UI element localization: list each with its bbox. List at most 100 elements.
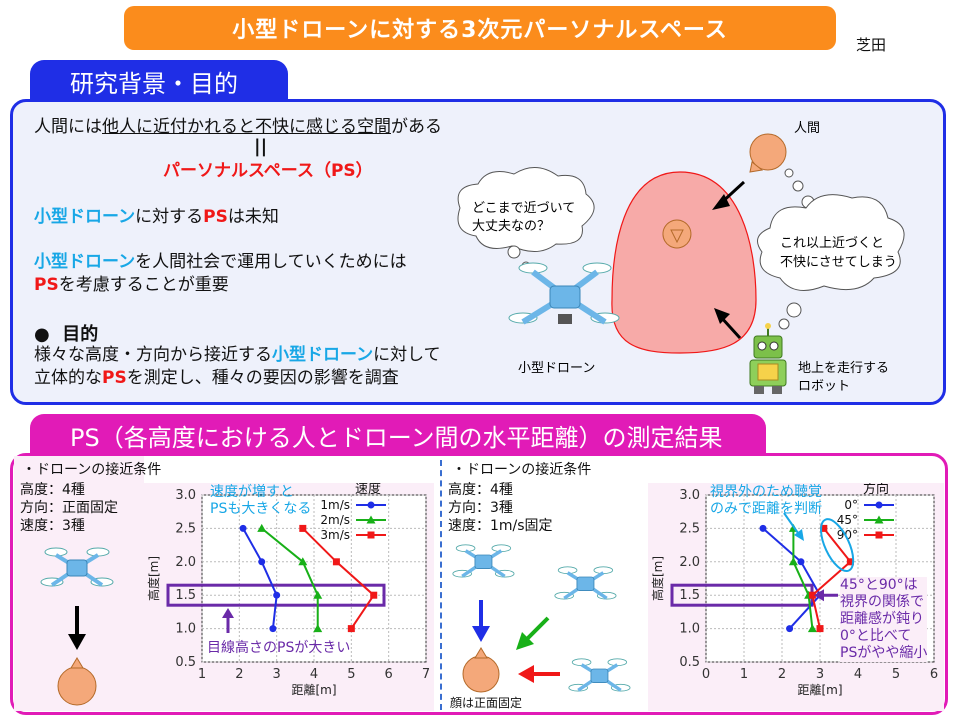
eye-level-annotation: 目線高さのPSが大きい xyxy=(207,640,351,656)
annotation-line: 0°と比べて xyxy=(840,628,912,644)
y-axis-label: 高度[m] xyxy=(146,556,161,601)
equals-symbol: || xyxy=(254,136,268,157)
purpose-line1: 様々な高度・方向から接近する小型ドローンに対して xyxy=(34,344,441,366)
right-cond-altitude: 高度：4種 xyxy=(448,482,513,498)
data-point xyxy=(759,524,767,532)
legend-marker xyxy=(366,515,376,524)
data-point xyxy=(788,557,798,566)
annotation-line: のみで距離を判断 xyxy=(710,501,822,517)
purpose-heading: ● 目的 xyxy=(34,320,98,346)
text-segment: に対する xyxy=(135,207,204,227)
human-head-tail-icon xyxy=(749,161,764,173)
cloud-right-line2: 不快にさせてしまう xyxy=(780,255,897,270)
thought-cloud-right xyxy=(757,194,905,291)
left-cond-title: ・ドローンの接近条件 xyxy=(22,462,162,478)
drone-term: 小型ドローン xyxy=(34,252,136,272)
head-icon xyxy=(57,666,97,706)
thought-cloud-left xyxy=(457,167,595,252)
ps-region-shape xyxy=(611,171,757,354)
x-tick-label: 3 xyxy=(273,667,281,682)
ps-term: PS xyxy=(203,207,228,227)
text-segment: を人間社会で運用していくためには xyxy=(135,252,407,272)
ps-definition: パーソナルスペース（PS） xyxy=(163,161,373,181)
poster-title: 小型ドローンに対する3次元パーソナルスペース xyxy=(124,6,836,50)
x-tick-label: 7 xyxy=(422,667,430,682)
background-line4: PSを考慮することが重要 xyxy=(34,274,229,296)
cloud-left-line1: どこまで近づいて xyxy=(472,201,575,216)
robot-icon xyxy=(749,323,787,394)
x-tick-label: 2 xyxy=(778,667,786,682)
data-point xyxy=(816,625,824,633)
y-tick-label: 2.5 xyxy=(175,521,196,536)
data-point xyxy=(797,558,805,566)
section-divider xyxy=(440,460,442,710)
legend-title: 速度 xyxy=(355,483,381,497)
purpose-line2: 立体的なPSを測定し、種々の要因の影響を調査 xyxy=(34,367,399,389)
human-head-icon xyxy=(749,133,787,171)
data-point xyxy=(786,625,794,633)
drone-label: 小型ドローン xyxy=(518,361,595,376)
y-tick-label: 2.5 xyxy=(679,521,700,536)
x-tick-label: 5 xyxy=(892,667,900,682)
drone-icon xyxy=(508,262,620,325)
series-line xyxy=(792,528,814,629)
y-tick-label: 1.5 xyxy=(679,588,700,603)
y-tick-label: 1.0 xyxy=(679,622,700,637)
legend-label: 1m/s xyxy=(320,498,350,512)
robot-label-line2: ロボット xyxy=(798,379,850,394)
bullet-icon: ● xyxy=(34,324,50,345)
underlined-text: 他人に近付かれると不快に感じる空間 xyxy=(102,117,391,137)
legend-marker xyxy=(875,531,883,539)
series-line xyxy=(242,527,278,629)
drone-45deg-icon xyxy=(554,566,617,600)
legend-marker xyxy=(874,515,884,524)
x-tick-label: 6 xyxy=(385,667,393,682)
robot-label-line1: 地上を走行する xyxy=(798,361,889,376)
annotation-line: 速度が増すと xyxy=(210,484,294,500)
data-point xyxy=(313,590,323,599)
x-tick-label: 0 xyxy=(702,667,710,682)
section2-heading: PS（各高度における人とドローン間の水平距離）の測定結果 xyxy=(30,414,766,456)
x-tick-label: 1 xyxy=(198,667,206,682)
annotation-line: 視界の関係で xyxy=(840,594,924,610)
highlight-ellipse xyxy=(820,518,855,572)
series-line xyxy=(762,527,822,630)
x-tick-label: 1 xyxy=(740,667,748,682)
y-tick-label: 3.0 xyxy=(175,488,196,503)
ps-illustration: どこまで近づいて 大丈夫なの？ これ以上近づくと 不快にさせてしまう 小型ドロー… xyxy=(457,121,905,394)
drone-term: 小型ドローン xyxy=(34,207,136,227)
data-point xyxy=(820,524,828,532)
text-segment: を測定し、種々の要因の影響を調査 xyxy=(126,368,399,388)
right-cond-title: ・ドローンの接近条件 xyxy=(452,462,592,478)
y-tick-label: 2.0 xyxy=(679,555,700,570)
drone-front-icon xyxy=(452,544,515,578)
y-tick-label: 0.5 xyxy=(679,655,700,670)
annotation-line: 視界外のため聴覚 xyxy=(710,484,822,500)
annotation-line: PSも大きくなる xyxy=(210,501,312,517)
data-point xyxy=(347,625,355,633)
left-cond-altitude: 高度：4種 xyxy=(20,482,85,498)
x-tick-label: 6 xyxy=(930,667,938,682)
legend-title: 方向 xyxy=(863,483,889,497)
text-segment: を考慮することが重要 xyxy=(58,275,229,295)
data-point xyxy=(299,524,307,532)
cloud-left-line2: 大丈夫なの？ xyxy=(472,219,550,234)
data-point xyxy=(298,557,308,566)
x-axis-label: 距離[m] xyxy=(797,683,842,697)
text-segment: に対して xyxy=(373,345,441,365)
y-tick-label: 2.0 xyxy=(175,555,196,570)
text-segment: がある xyxy=(391,117,442,137)
data-point xyxy=(808,591,816,599)
speed-annotation: 速度が増すと PSも大きくなる xyxy=(210,484,311,518)
data-point xyxy=(258,558,266,566)
legend-label: 0° xyxy=(844,498,858,512)
background-line1: 人間には他人に近付かれると不快に感じる空間がある xyxy=(34,116,442,138)
data-point xyxy=(269,625,277,633)
right-cond-direction: 方向：3種 xyxy=(448,500,513,516)
annotation-line: 45°と90°は xyxy=(840,577,918,593)
data-point xyxy=(370,591,378,599)
text-segment: 立体的な xyxy=(34,368,102,388)
y-tick-label: 3.0 xyxy=(679,488,700,503)
right-approach-illustration xyxy=(452,544,631,693)
series-line xyxy=(261,527,319,629)
